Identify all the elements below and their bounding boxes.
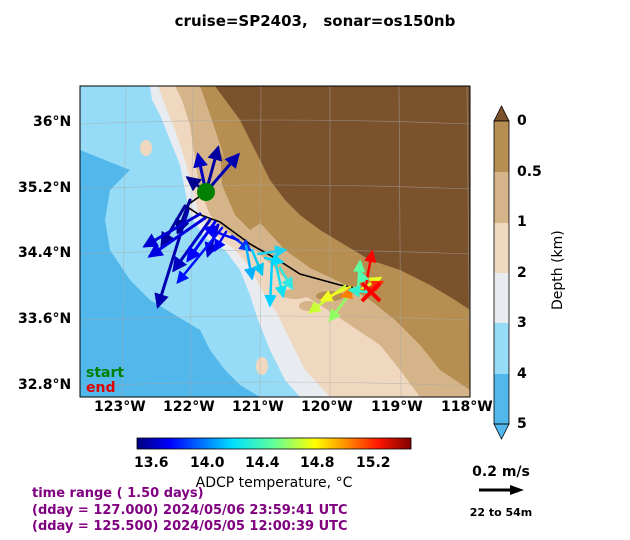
temp-tick: 14.4 bbox=[245, 455, 280, 471]
current-vector bbox=[278, 266, 294, 291]
depth-tick: 5 bbox=[517, 416, 527, 432]
time-start: (dday = 125.500) 2024/05/05 12:00:39 UTC bbox=[32, 519, 348, 534]
lat-label: 32.8°N bbox=[18, 377, 72, 393]
current-vector bbox=[256, 245, 288, 258]
lon-label: 118°W bbox=[441, 399, 493, 415]
cruise-label: cruise=SP2403, bbox=[174, 12, 308, 30]
seamount bbox=[140, 140, 152, 156]
current-vector bbox=[250, 248, 264, 277]
current-vector bbox=[142, 212, 202, 248]
time-info: time range ( 1.50 days) (dday = 127.000)… bbox=[32, 486, 348, 536]
temperature-colorbar bbox=[136, 437, 412, 450]
island bbox=[281, 289, 309, 299]
current-vector bbox=[244, 244, 257, 281]
scale-depth-range: 22 to 54m bbox=[469, 506, 533, 519]
current-vector bbox=[347, 284, 370, 298]
map-frame bbox=[79, 85, 471, 398]
legend: start end bbox=[86, 366, 124, 396]
current-vector bbox=[274, 263, 287, 299]
lat-label: 35.2°N bbox=[18, 180, 72, 196]
depth-tick: 3 bbox=[517, 315, 527, 331]
depth-tick: 1 bbox=[517, 214, 527, 230]
time-end: (dday = 127.000) 2024/05/06 23:59:41 UTC bbox=[32, 502, 348, 518]
island bbox=[256, 357, 268, 375]
current-vector bbox=[358, 276, 383, 292]
legend-end: end bbox=[86, 380, 116, 396]
end-marker bbox=[360, 281, 382, 303]
lon-label: 121°W bbox=[232, 399, 284, 415]
lon-label: 123°W bbox=[94, 399, 146, 415]
temp-tick: 14.0 bbox=[190, 455, 225, 471]
lon-label: 119°W bbox=[371, 399, 423, 415]
depth-tick: 2 bbox=[517, 265, 527, 281]
mountain-land bbox=[215, 86, 470, 310]
depth-axis-label: Depth (km) bbox=[550, 230, 566, 310]
scale-speed-label: 0.2 m/s bbox=[472, 464, 530, 480]
current-vector bbox=[147, 216, 207, 258]
lon-label: 120°W bbox=[301, 399, 353, 415]
depth-tick: 4 bbox=[517, 366, 527, 382]
time-range: time range ( 1.50 days) bbox=[32, 486, 204, 501]
current-vector bbox=[202, 225, 240, 242]
plot-title: cruise=SP2403, sonar=os150nb bbox=[0, 12, 630, 30]
legend-start: start bbox=[86, 365, 125, 381]
lat-label: 33.6°N bbox=[18, 311, 72, 327]
depth-colorbar bbox=[493, 105, 510, 440]
current-vector bbox=[160, 204, 187, 248]
depth-tick: 0 bbox=[517, 113, 527, 129]
lon-label: 122°W bbox=[163, 399, 215, 415]
current-vector bbox=[263, 253, 285, 266]
lat-label: 34.4°N bbox=[18, 245, 72, 261]
lat-label: 36°N bbox=[33, 114, 72, 130]
temp-tick: 15.2 bbox=[356, 455, 391, 471]
start-marker bbox=[197, 183, 215, 201]
bathymetry-map bbox=[80, 86, 470, 397]
sonar-label: sonar=os150nb bbox=[323, 12, 456, 30]
temperature-axis-label: ADCP temperature, °C bbox=[195, 475, 353, 491]
temp-tick: 14.8 bbox=[300, 455, 335, 471]
scale-arrow bbox=[479, 485, 524, 495]
depth-tick: 0.5 bbox=[517, 164, 542, 180]
temp-tick: 13.6 bbox=[134, 455, 169, 471]
current-vector bbox=[264, 260, 277, 308]
